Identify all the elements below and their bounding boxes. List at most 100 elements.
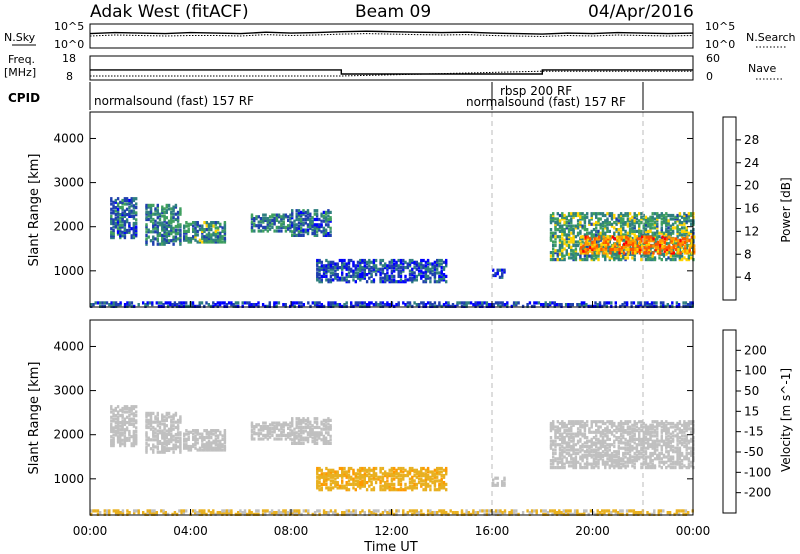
noise-left-tick-bottom: 10^0 xyxy=(54,38,84,51)
echo-cell-5 xyxy=(386,482,389,486)
echo-cell-0 xyxy=(116,435,120,439)
echo-cell-6 xyxy=(592,459,596,463)
echo-cell-5 xyxy=(359,466,362,471)
echo-cell-2 xyxy=(194,229,197,233)
echo-cell-2 xyxy=(210,446,213,450)
echo-cell-6 xyxy=(658,256,661,260)
echo-cell-2 xyxy=(223,222,227,226)
echo-cell-6 xyxy=(651,453,654,457)
echo-cell-3 xyxy=(273,213,276,217)
echo-cell-6 xyxy=(586,460,589,464)
echo-cell-7 xyxy=(665,237,669,241)
echo-cell-1 xyxy=(152,203,155,207)
echo-cell-5 xyxy=(325,472,328,476)
echo-cell-6 xyxy=(565,434,568,438)
echo-cell-5 xyxy=(395,470,398,474)
echo-cell-4 xyxy=(302,230,305,234)
echo-cell-3 xyxy=(275,213,279,217)
echo-cell-6 xyxy=(656,213,659,218)
echo-cell-6 xyxy=(610,432,614,436)
echo-cell-2 xyxy=(187,448,190,452)
echo-cell-5 xyxy=(438,262,441,266)
echo-cell-1 xyxy=(179,441,182,445)
echo-cell-9 xyxy=(402,301,405,305)
echo-cell-3 xyxy=(259,229,263,233)
echo-cell-6 xyxy=(572,213,575,218)
echo-cell-6 xyxy=(656,432,659,436)
echo-cell-4 xyxy=(302,429,305,433)
echo-cell-6 xyxy=(570,434,573,438)
echo-cell-9 xyxy=(426,301,430,305)
echo-cell-6 xyxy=(674,254,677,258)
echo-cell-6 xyxy=(660,226,663,230)
echo-cell-5 xyxy=(370,269,373,273)
echo-cell-6 xyxy=(549,459,553,463)
echo-cell-5 xyxy=(356,271,360,275)
echo-cell-7 xyxy=(645,240,648,244)
echo-cell-6 xyxy=(601,233,605,237)
echo-cell-1 xyxy=(167,411,171,415)
echo-cell-7 xyxy=(693,251,696,255)
echo-cell-5 xyxy=(442,274,446,278)
echo-cell-6 xyxy=(561,441,564,445)
echo-cell-5 xyxy=(361,267,364,271)
echo-cell-5 xyxy=(343,276,346,280)
echo-cell-6 xyxy=(567,252,571,256)
echo-cell-5 xyxy=(368,484,371,488)
freq-left-label-1: Freq. xyxy=(8,53,35,66)
echo-cell-6 xyxy=(583,213,587,218)
echo-cell-0 xyxy=(121,223,124,227)
echo-cell-9 xyxy=(332,304,335,308)
echo-cell-4 xyxy=(302,210,305,214)
echo-cell-6 xyxy=(586,256,589,260)
echo-cell-9 xyxy=(560,303,563,307)
echo-cell-1 xyxy=(145,224,148,229)
echo-cell-0 xyxy=(125,220,129,224)
echo-cell-3 xyxy=(287,224,290,228)
echo-cell-2 xyxy=(196,437,199,441)
echo-cell-1 xyxy=(163,233,166,237)
echo-cell-6 xyxy=(579,212,582,216)
echo-cell-5 xyxy=(341,472,344,476)
echo-cell-6 xyxy=(633,421,636,426)
echo-cell-2 xyxy=(214,441,217,445)
echo-cell-0 xyxy=(119,213,122,217)
echo-cell-2 xyxy=(196,233,199,237)
echo-cell-9 xyxy=(653,301,656,305)
echo-cell-9 xyxy=(592,304,595,308)
echo-cell-6 xyxy=(647,217,650,221)
echo-cell-2 xyxy=(205,446,208,450)
echo-cell-3 xyxy=(282,421,285,425)
echo-cell-6 xyxy=(579,432,582,436)
echo-cell-6 xyxy=(647,444,650,449)
echo-cell-6 xyxy=(586,231,589,235)
echo-cell-6 xyxy=(674,446,677,450)
echo-cell-7 xyxy=(595,244,599,248)
echo-cell-7 xyxy=(618,247,621,252)
echo-cell-5 xyxy=(329,468,333,472)
echo-cell-6 xyxy=(622,462,625,466)
echo-cell-6 xyxy=(619,439,623,443)
echo-cell-6 xyxy=(676,443,679,447)
echo-cell-6 xyxy=(597,446,600,450)
echo-cell-2 xyxy=(221,240,224,244)
echo-cell-5 xyxy=(436,466,439,471)
echo-cell-3 xyxy=(268,435,272,439)
echo-cell-2 xyxy=(194,238,197,242)
echo-cell-2 xyxy=(219,443,222,447)
echo-cell-6 xyxy=(608,429,611,433)
echo-cell-0 xyxy=(116,204,120,208)
echo-cell-6 xyxy=(572,457,575,461)
echo-cell-0 xyxy=(112,230,115,234)
echo-cell-6 xyxy=(651,256,654,260)
echo-cell-2 xyxy=(203,436,206,440)
echo-cell-5 xyxy=(363,468,366,472)
echo-cell-6 xyxy=(644,436,648,440)
echo-cell-6 xyxy=(656,235,659,239)
echo-cell-2 xyxy=(183,226,186,230)
echo-cell-1 xyxy=(165,226,168,230)
echo-cell-9 xyxy=(451,303,455,307)
echo-cell-5 xyxy=(336,264,339,268)
echo-cell-0 xyxy=(112,234,115,238)
echo-cell-9 xyxy=(198,301,201,305)
